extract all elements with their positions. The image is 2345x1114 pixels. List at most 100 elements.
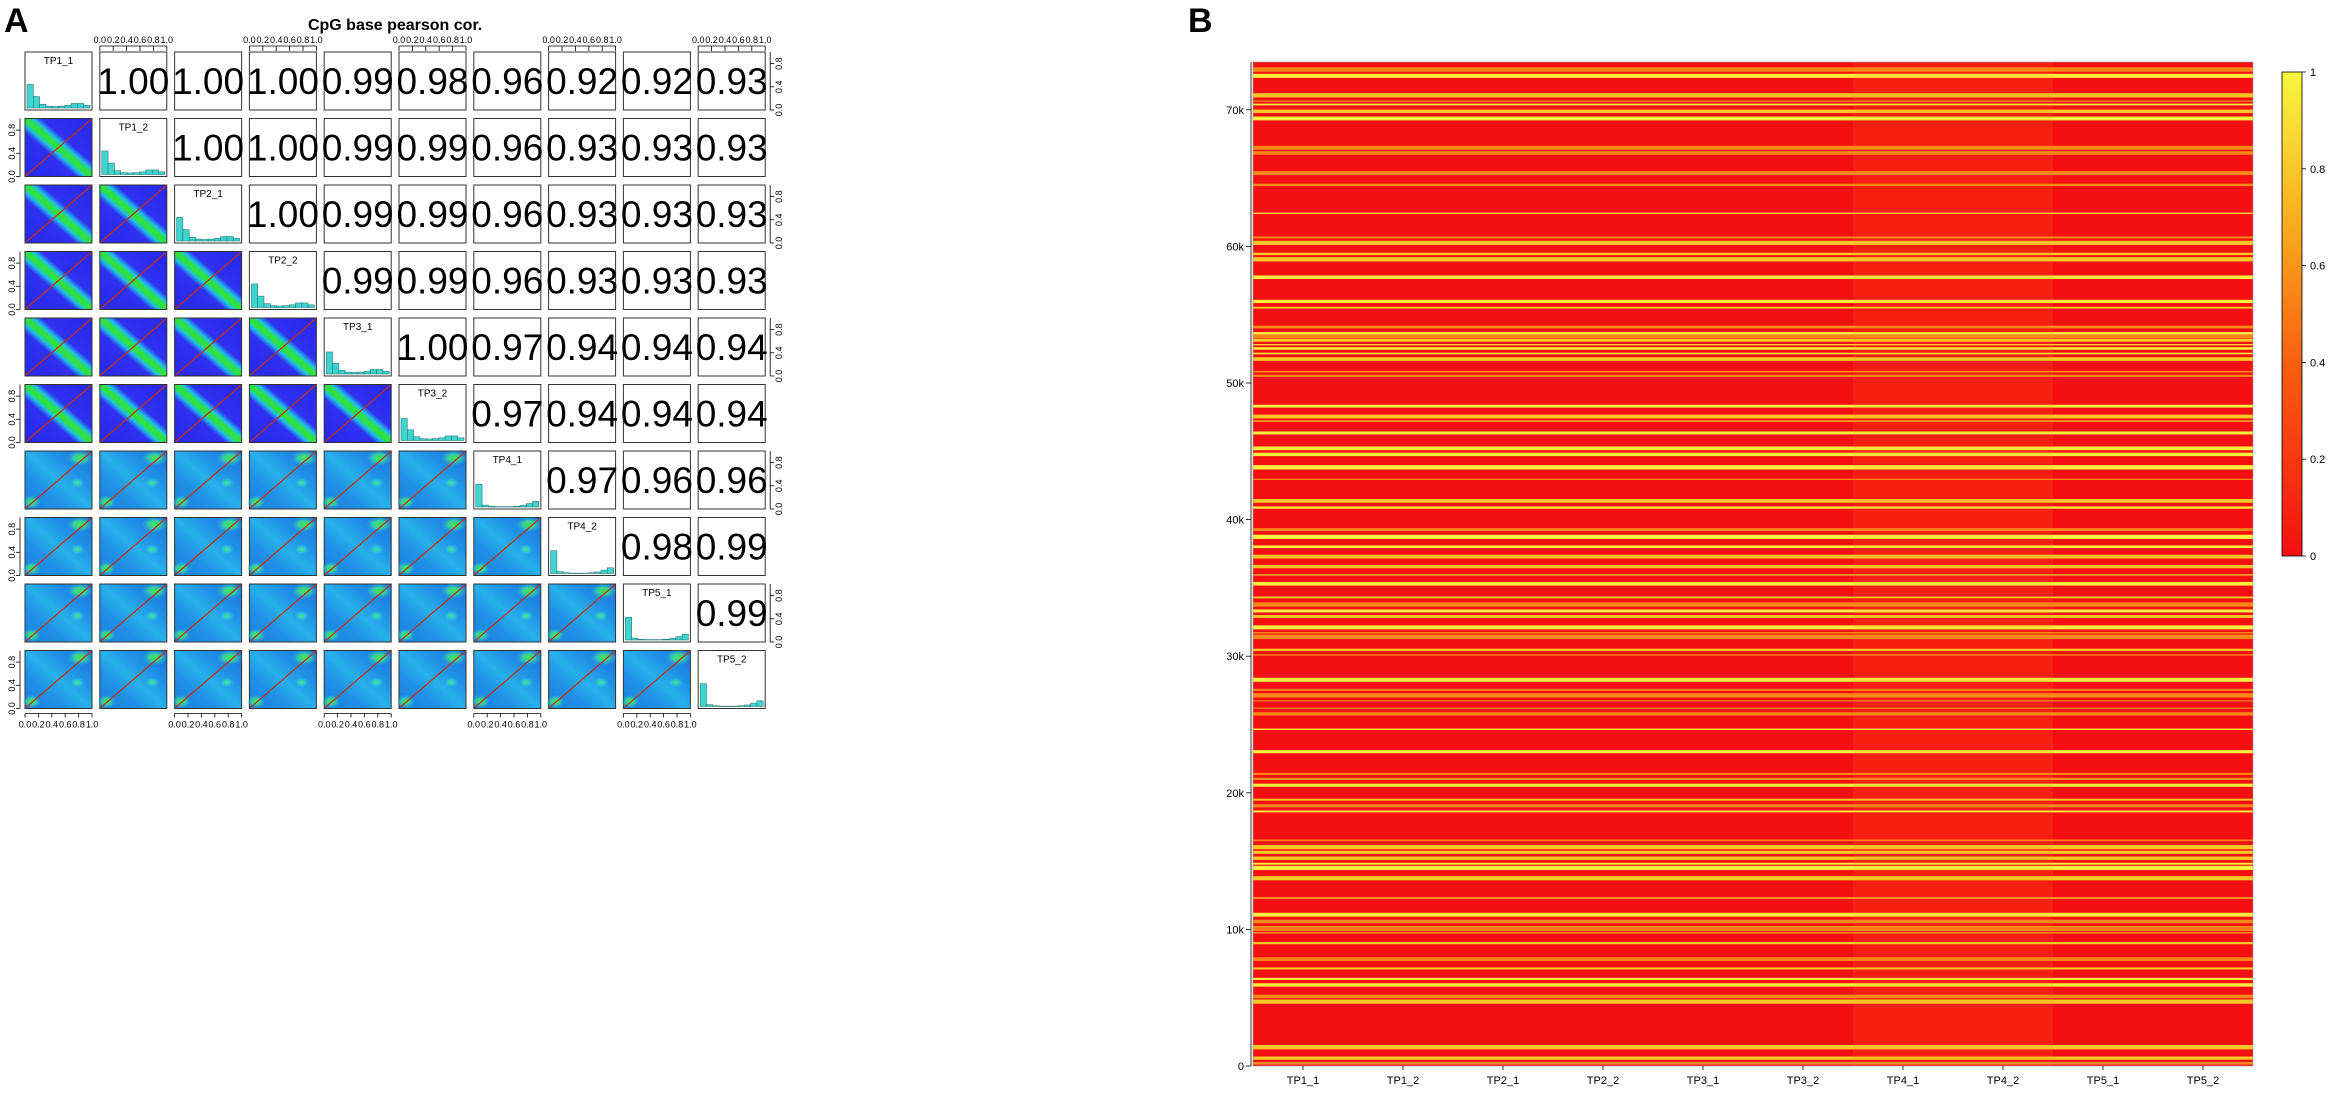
bottom-x-axis-TP3_1: 0.0 0.2 0.4 0.6 0.8 1.0 (318, 713, 397, 730)
cell-TP4_1-TP1_1 (22, 449, 94, 510)
cell-TP5_1-TP1_2 (97, 582, 169, 643)
hist-bar (70, 103, 78, 109)
fit-line (250, 318, 316, 376)
bottom-x-tick: 0.0 (168, 720, 181, 730)
hist-bar (332, 363, 340, 375)
hist-bar (588, 572, 595, 574)
fit-line (250, 584, 316, 642)
heatmap-x-label-TP3_1: TP3_1 (1687, 1075, 1719, 1087)
correlation-value: 0.99 (396, 128, 468, 169)
top-x-axis-TP2_2: 0.0 0.2 0.4 0.6 0.8 1.0 (243, 35, 323, 51)
cell-TP3_2-TP5_1: 0.94 (621, 384, 693, 443)
heatmap-row (1253, 750, 2253, 754)
heatmap-row (1253, 109, 2253, 114)
hist-bar (712, 705, 720, 707)
hist-bar (45, 105, 53, 109)
bottom-x-tick: 0.4 (644, 720, 657, 730)
heatmap-row (1253, 414, 2253, 419)
heatmap-row (1253, 338, 2253, 342)
panel-b-letter: B (1188, 2, 1213, 40)
heatmap-row (1253, 581, 2253, 586)
heatmap-row (1253, 602, 2253, 607)
bottom-x-tick: 0.6 (209, 720, 222, 730)
top-x-tick: 0.2 (107, 35, 120, 45)
top-x-tick: 0.8 (147, 35, 160, 45)
right-y-tick: 0.4 (774, 81, 784, 94)
hist-bar (425, 438, 433, 441)
heatmap-row (1253, 534, 2253, 539)
correlation-value: 0.97 (471, 394, 543, 435)
fit-line (100, 651, 167, 708)
correlation-value: 0.94 (546, 327, 618, 368)
cell-TP3_1-TP2_2 (248, 317, 317, 377)
heatmap-row (1253, 634, 2253, 640)
left-y-tick: 0.0 (7, 303, 17, 316)
hist-bar (251, 283, 258, 308)
correlation-value: 0.93 (696, 61, 768, 102)
fit-line (324, 651, 391, 708)
top-x-tick: 0.6 (732, 35, 745, 45)
heatmap-x-label-TP1_1: TP1_1 (1287, 1075, 1319, 1087)
cell-TP4_1-TP5_1: 0.96 (621, 450, 693, 510)
heatmap-row (1253, 632, 2253, 634)
cell-TP2_2-TP3_1: 0.99 (322, 251, 394, 310)
heatmap-x-label-TP5_2: TP5_2 (2187, 1075, 2219, 1087)
cell-TP1_1-TP5_2: 0.93 (696, 51, 768, 111)
bottom-x-tick: 0.0 (468, 720, 481, 730)
left-y-tick: 0.4 (7, 280, 17, 293)
heatmap-row (1253, 839, 2253, 842)
fit-line (175, 518, 241, 575)
fit-line (175, 252, 241, 309)
hist-bar (357, 371, 365, 375)
correlation-value: 0.92 (546, 61, 618, 102)
cell-TP3_1-TP2_1 (174, 317, 243, 377)
left-y-tick: 0.4 (7, 546, 17, 559)
heatmap-row (1253, 957, 2253, 961)
heatmap-y-tick: 20k (1226, 788, 1244, 800)
correlation-value: 0.99 (322, 61, 394, 102)
fit-line (25, 584, 92, 642)
bottom-x-tick: 0.2 (631, 720, 644, 730)
left-y-tick: 0.0 (7, 702, 17, 715)
heatmap-row (1253, 983, 2253, 987)
hist-bar (33, 96, 40, 109)
cell-TP2_1-TP5_2: 0.93 (696, 184, 768, 244)
top-x-tick: 0.0 (393, 35, 406, 45)
diag-label-TP1_2: TP1_2 (119, 123, 149, 134)
heatmap-row (1253, 1061, 2253, 1065)
correlation-value: 0.94 (696, 327, 768, 368)
right-y-tick: 0.4 (774, 214, 784, 227)
right-y-tick: 0.0 (774, 503, 784, 516)
right-y-axis-TP3_1: 0.0 0.4 0.8 (769, 318, 784, 382)
left-y-tick: 0.8 (7, 124, 17, 137)
hist-bar (195, 238, 203, 242)
cell-TP4_2-TP1_1 (22, 516, 94, 576)
hist-bar (744, 704, 751, 707)
hist-bar (413, 436, 421, 441)
left-y-tick: 0.8 (7, 390, 17, 403)
cell-TP1_1-TP4_1: 0.96 (471, 51, 543, 111)
diag-label-TP4_1: TP4_1 (493, 455, 523, 466)
heatmap-row (1253, 700, 2253, 702)
hist-bar (295, 302, 303, 308)
correlation-value: 0.99 (396, 261, 468, 302)
cell-TP5_1-TP3_1 (321, 582, 393, 643)
heatmap-row (1253, 452, 2253, 457)
hist-bar (176, 217, 184, 242)
heatmap-row (1253, 528, 2253, 532)
heatmap-row (1253, 236, 2253, 239)
heatmap-y-axis: 0 10k 20k 30k 40k 50k 60k 70k (1226, 62, 1252, 1073)
heatmap-x-label-TP5_1: TP5_1 (2087, 1075, 2119, 1087)
hist-bar (699, 683, 707, 707)
hist-bar (64, 105, 72, 109)
hist-bar (475, 483, 483, 508)
diag-label-TP5_2: TP5_2 (717, 655, 747, 666)
correlation-value: 1.00 (247, 194, 319, 235)
fit-line (25, 518, 92, 575)
hist-bar (207, 238, 215, 242)
heatmap-row (1253, 370, 2253, 373)
heatmap-row (1253, 183, 2253, 187)
hist-bar (58, 105, 66, 109)
cell-TP1_2-TP5_2: 0.93 (696, 118, 768, 177)
